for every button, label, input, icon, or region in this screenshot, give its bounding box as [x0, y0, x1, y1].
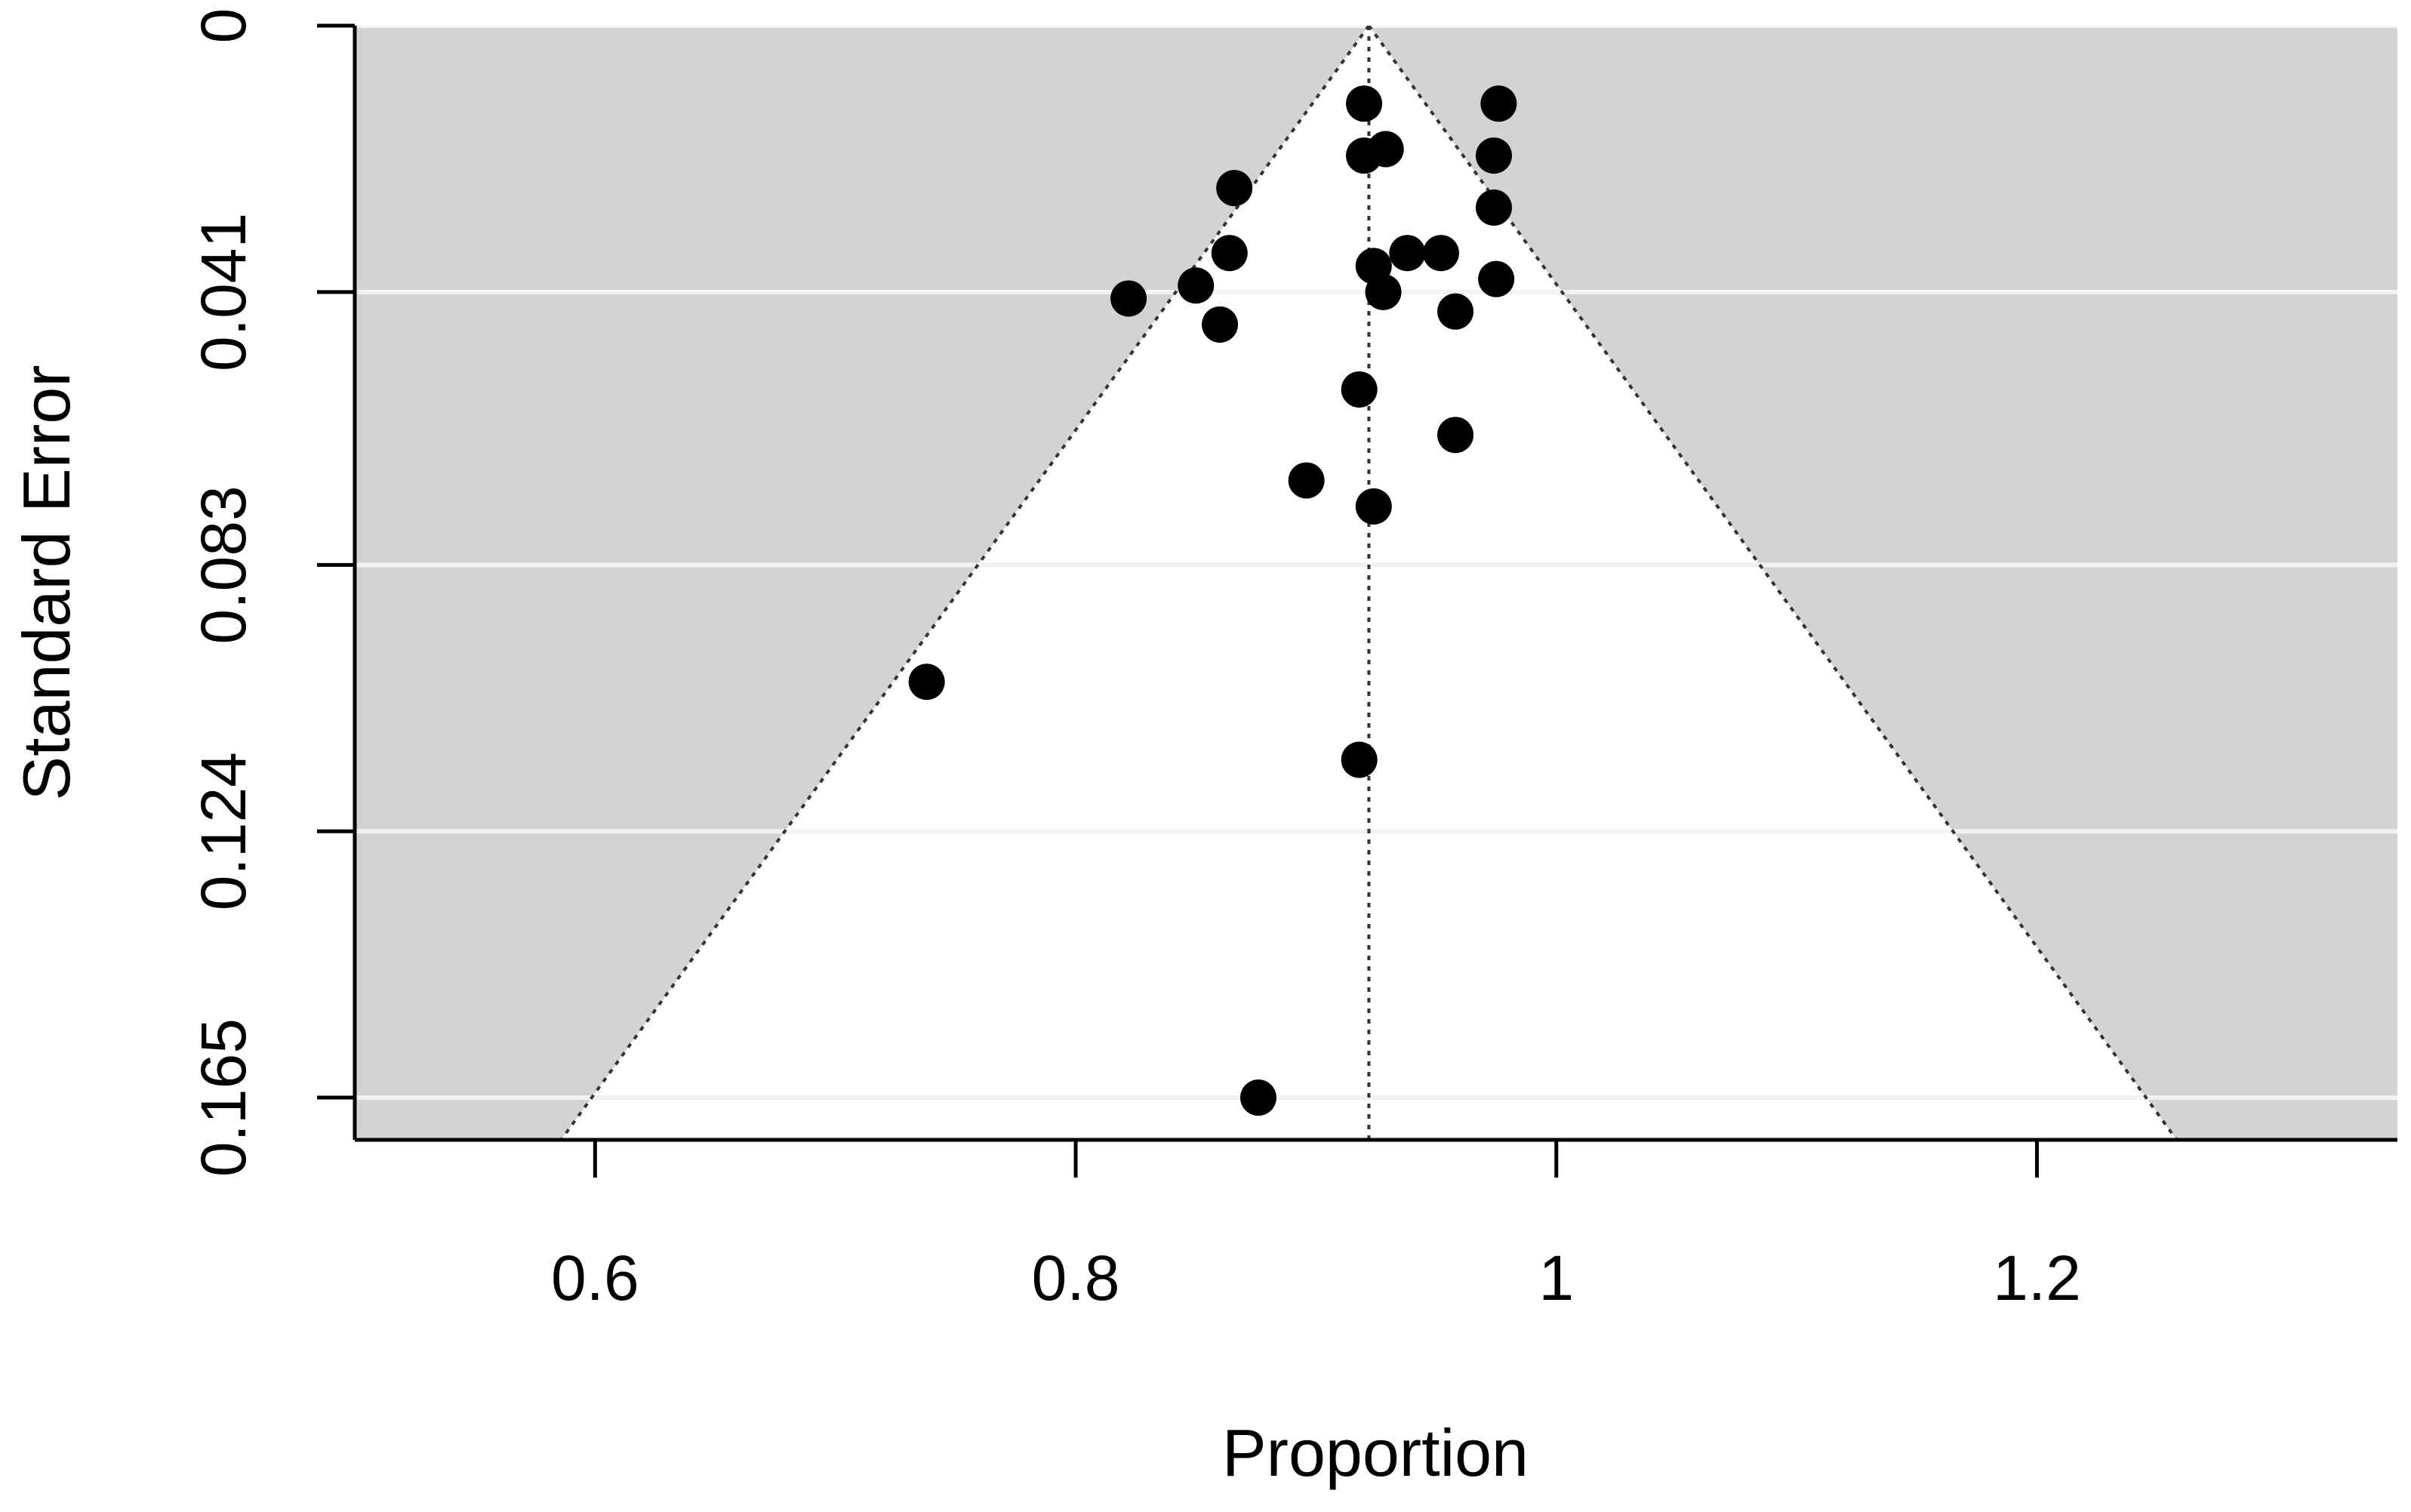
y-axis: 0 0.041 0.083 0.124 0.165 [188, 8, 355, 1177]
data-point [1365, 273, 1402, 310]
data-point [1211, 235, 1248, 272]
data-point [1475, 137, 1512, 174]
data-point [1216, 170, 1253, 207]
data-point [1422, 235, 1459, 272]
data-point [1437, 417, 1474, 454]
data-point [908, 664, 945, 701]
data-point [1288, 462, 1325, 499]
funnel-left-edge [559, 26, 1371, 1140]
data-point [1341, 741, 1378, 778]
data-point [1389, 235, 1426, 272]
funnel-right-edge [1367, 26, 2179, 1140]
gridlines [355, 26, 2397, 1101]
data-point [1475, 189, 1512, 226]
data-point [1367, 131, 1404, 168]
data-point [1478, 260, 1515, 297]
x-axis: 0.6 0.8 1 1.2 [551, 1140, 2081, 1313]
data-points [908, 85, 1517, 1116]
data-point [1240, 1079, 1277, 1116]
data-point [1437, 293, 1474, 330]
y-tick-label: 0.041 [188, 213, 259, 371]
x-tick-label: 1 [1538, 1243, 1574, 1313]
data-point [1346, 85, 1383, 122]
data-point [1110, 280, 1147, 317]
y-tick-label: 0 [188, 8, 259, 44]
data-point [1480, 85, 1517, 122]
x-tick-label: 1.2 [1993, 1243, 2081, 1313]
y-tick-label: 0.124 [188, 752, 259, 910]
x-axis-title: Proportion [1222, 1415, 1529, 1490]
funnel-region [561, 26, 2177, 1140]
x-tick-label: 0.6 [551, 1243, 639, 1313]
data-point [1341, 371, 1378, 408]
data-point [1202, 306, 1239, 343]
y-axis-title: Standard Error [9, 365, 84, 800]
data-point [1178, 267, 1215, 304]
y-tick-label: 0.083 [188, 485, 259, 644]
y-tick-label: 0.165 [188, 1018, 259, 1177]
x-tick-label: 0.8 [1032, 1243, 1120, 1313]
data-point [1355, 488, 1392, 525]
funnel-lines [559, 26, 2179, 1140]
